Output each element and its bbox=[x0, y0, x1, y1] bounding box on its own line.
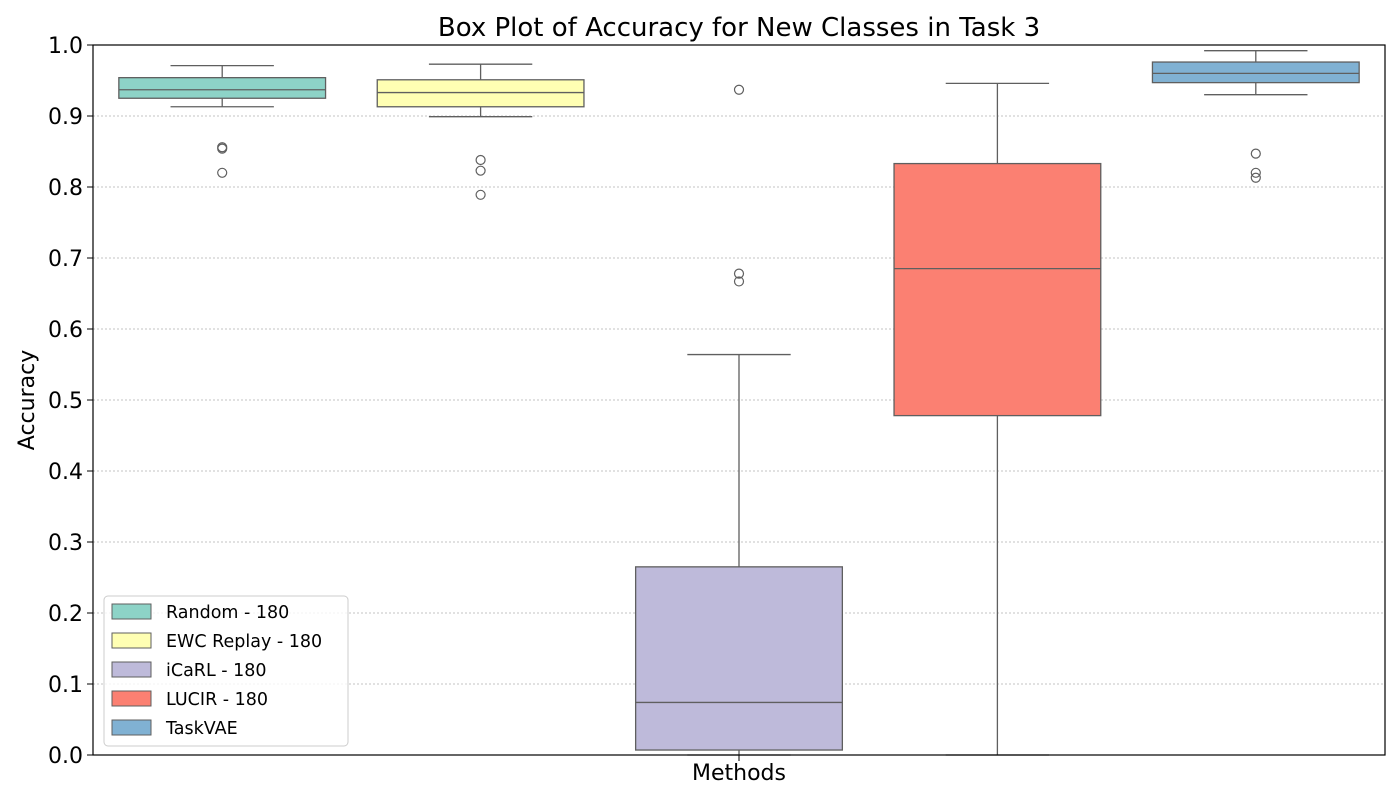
box-4 bbox=[893, 82, 1102, 756]
outlier-point bbox=[733, 268, 745, 279]
outlier-point bbox=[1250, 172, 1261, 183]
box-iqr bbox=[376, 79, 585, 108]
y-tick-label: 0.4 bbox=[48, 460, 83, 485]
y-tick-label: 0.1 bbox=[48, 673, 83, 698]
x-axis-title: Methods bbox=[692, 761, 786, 786]
y-ticks: 0.0 0.1 0.2 0.3 0.4 0.5 0.6 0.7 0.8 0.9 1.0 bbox=[48, 34, 740, 769]
box-3 bbox=[634, 84, 844, 756]
box-1 bbox=[118, 64, 327, 178]
legend-label: TaskVAE bbox=[165, 719, 238, 739]
outlier-point bbox=[475, 189, 486, 200]
legend-label: Random - 180 bbox=[166, 603, 289, 623]
outlier-point bbox=[475, 154, 486, 166]
y-tick-label: 0.7 bbox=[48, 247, 83, 272]
outlier-point bbox=[733, 84, 745, 95]
y-tick-label: 0.5 bbox=[48, 389, 83, 414]
y-tick-label: 0.2 bbox=[48, 602, 83, 627]
y-tick-label: 0.0 bbox=[48, 744, 83, 769]
box-2 bbox=[376, 63, 585, 200]
chart-title: Box Plot of Accuracy for New Classes in … bbox=[438, 13, 1040, 43]
legend-entries: Random - 180 EWC Replay - 180 iCaRL - 180 L… bbox=[111, 603, 322, 739]
legend-swatch bbox=[111, 719, 152, 736]
boxes bbox=[118, 50, 1360, 756]
outlier-point bbox=[733, 276, 745, 287]
legend-swatch bbox=[111, 661, 152, 678]
y-tick-label: 1.0 bbox=[48, 34, 83, 59]
legend-frame bbox=[103, 595, 349, 747]
box-iqr bbox=[1151, 61, 1360, 84]
outlier-point bbox=[217, 167, 228, 178]
outlier-point bbox=[475, 165, 486, 176]
outlier-point bbox=[1250, 148, 1261, 159]
box-iqr bbox=[634, 566, 844, 751]
y-tick-label: 0.9 bbox=[48, 105, 83, 130]
legend: Random - 180 EWC Replay - 180 iCaRL - 180 L… bbox=[103, 595, 349, 747]
y-axis-title: Accuracy bbox=[15, 350, 40, 450]
outlier-point bbox=[217, 143, 228, 154]
y-tick-label: 0.8 bbox=[48, 176, 83, 201]
legend-swatch bbox=[111, 690, 152, 707]
legend-swatch bbox=[111, 632, 152, 649]
box-5 bbox=[1151, 50, 1360, 183]
legend-label: iCaRL - 180 bbox=[166, 661, 267, 681]
legend-label: LUCIR - 180 bbox=[166, 690, 268, 710]
y-tick-label: 0.6 bbox=[48, 318, 83, 343]
legend-label: EWC Replay - 180 bbox=[166, 632, 322, 652]
y-tick-label: 0.3 bbox=[48, 531, 83, 556]
outlier-point bbox=[1250, 167, 1261, 178]
box-iqr bbox=[118, 77, 327, 99]
box-iqr bbox=[893, 162, 1102, 417]
legend-swatch bbox=[111, 603, 152, 620]
